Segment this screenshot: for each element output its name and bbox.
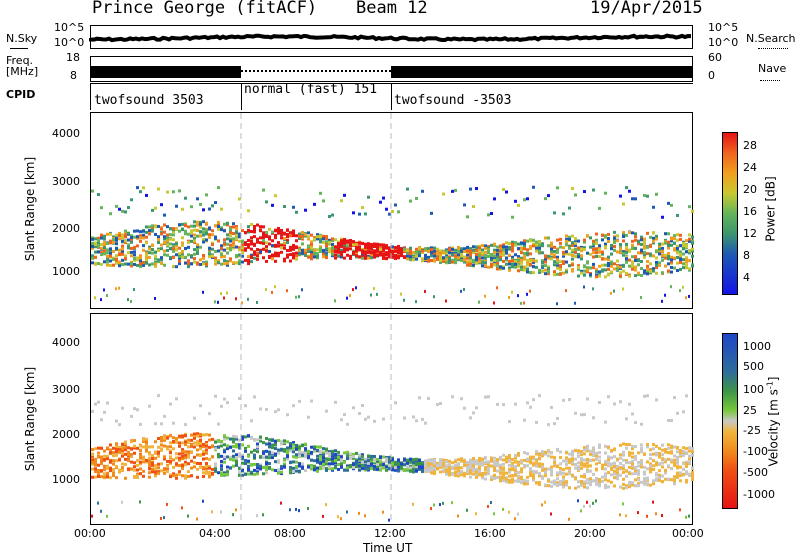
nsearch-dotted-line <box>758 48 788 49</box>
vel-cbar-500: 500 <box>743 360 764 373</box>
vel-cbar-label-main: Velocity [m s <box>766 389 781 467</box>
date-title: 19/Apr/2015 <box>590 0 703 18</box>
vel-ytick-1000: 1000 <box>52 473 80 486</box>
station-title: Prince George (fitACF) <box>92 0 318 18</box>
vel-ytick-2000: 2000 <box>52 428 80 441</box>
cpid-divider-1 <box>90 83 91 110</box>
freq-dotted-nave <box>241 70 391 72</box>
vel-cbar-m500: -500 <box>743 466 768 479</box>
vel-cbar-m25: -25 <box>743 424 761 437</box>
nave-tick-top: 60 <box>708 51 722 64</box>
freq-label-1: Freq. <box>6 54 34 67</box>
power-cbar-28: 28 <box>743 139 757 152</box>
nsky-label: N.Sky <box>6 32 38 45</box>
vel-cbar-100: 100 <box>743 383 764 396</box>
power-ytick-1000: 1000 <box>52 265 80 278</box>
vel-ytick-3000: 3000 <box>52 383 80 396</box>
freq-tick-top: 18 <box>66 51 80 64</box>
nsearch-tick-bottom: 10^0 <box>708 36 739 49</box>
power-ytick-2000: 2000 <box>52 222 80 235</box>
nsky-label-underline <box>10 48 28 49</box>
cpid-segment-1: twofsound 3503 <box>94 93 204 108</box>
vel-cbar-label-end: ] <box>766 376 781 382</box>
vel-cbar-label: Velocity [m s-1] <box>766 377 781 467</box>
xtick-1600: 16:00 <box>474 527 506 540</box>
nave-dotted-line <box>760 80 780 81</box>
power-cbar-4: 4 <box>743 271 750 284</box>
xaxis-label: Time UT <box>363 541 413 555</box>
cpid-label: CPID <box>6 88 36 101</box>
power-ylabel: Slant Range [km] <box>23 156 38 262</box>
vel-cbar-25: 25 <box>743 404 757 417</box>
power-cbar-16: 16 <box>743 205 757 218</box>
power-panel <box>90 112 693 309</box>
nsky-tick-bottom: 10^0 <box>54 36 85 49</box>
freq-label-2: [MHz] <box>6 65 39 78</box>
nsearch-label: N.Search <box>746 32 796 45</box>
cpid-segment-3: twofsound -3503 <box>394 93 512 108</box>
vel-cbar-m1000: -1000 <box>743 488 775 501</box>
xtick-2000: 20:00 <box>574 527 606 540</box>
beam-title: Beam 12 <box>356 0 428 18</box>
nsearch-tick-top: 10^5 <box>708 21 739 34</box>
power-colorbar <box>722 132 738 295</box>
freq-tick-bottom: 8 <box>70 69 77 82</box>
xtick-0400: 04:00 <box>199 527 231 540</box>
velocity-colorbar <box>722 333 738 509</box>
nsky-panel <box>90 25 693 49</box>
xtick-end: 00:00 <box>672 527 704 540</box>
cpid-divider-3 <box>391 83 392 110</box>
xtick-1200: 12:00 <box>374 527 406 540</box>
cpid-segment-2: normal (fast) 151 <box>244 82 378 97</box>
xtick-0800: 08:00 <box>274 527 306 540</box>
power-cbar-20: 20 <box>743 183 757 196</box>
power-cbar-label: Power [dB] <box>763 176 778 242</box>
xtick-0000: 00:00 <box>74 527 106 540</box>
power-ytick-4000: 4000 <box>52 127 80 140</box>
nave-label: Nave <box>758 62 787 75</box>
cpid-divider-2 <box>241 83 242 110</box>
nsky-tick-top: 10^5 <box>54 21 85 34</box>
vel-ytick-4000: 4000 <box>52 336 80 349</box>
power-ytick-3000: 3000 <box>52 175 80 188</box>
freq-bar-1 <box>91 66 241 78</box>
power-cbar-8: 8 <box>743 249 750 262</box>
freq-bar-2 <box>391 66 692 78</box>
vel-cbar-label-sup: -1 <box>765 381 775 390</box>
vel-cbar-1000: 1000 <box>743 340 771 353</box>
power-cbar-12: 12 <box>743 227 757 240</box>
vel-cbar-m100: -100 <box>743 445 768 458</box>
nave-tick-bottom: 0 <box>708 69 715 82</box>
velocity-panel <box>90 313 693 525</box>
vel-ylabel: Slant Range [km] <box>23 366 38 472</box>
power-cbar-24: 24 <box>743 161 757 174</box>
